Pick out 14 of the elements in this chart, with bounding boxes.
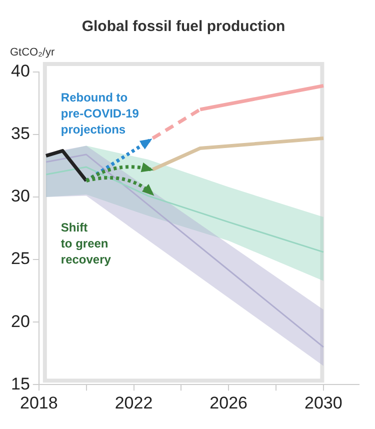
x-tick-label: 2030 [304,393,342,412]
y-tick-label: 20 [10,312,30,331]
y-tick-label: 40 [10,62,30,81]
x-tick-label: 2022 [114,393,153,412]
x-tick-label: 2018 [20,393,58,412]
annotation: Rebound to pre-COVID-19 projections [60,90,140,136]
x-tick-label: 2026 [210,393,248,412]
y-tick-label: 15 [10,374,30,394]
chart-title: Global fossil fuel production [82,18,286,36]
annotation: Shift to green recovery [60,220,112,266]
y-axis-title: GtCO₂/yr [10,46,55,59]
y-tick-label: 30 [10,186,30,206]
y-tick-label: 25 [10,249,30,268]
y-tick-label: 35 [10,124,30,144]
